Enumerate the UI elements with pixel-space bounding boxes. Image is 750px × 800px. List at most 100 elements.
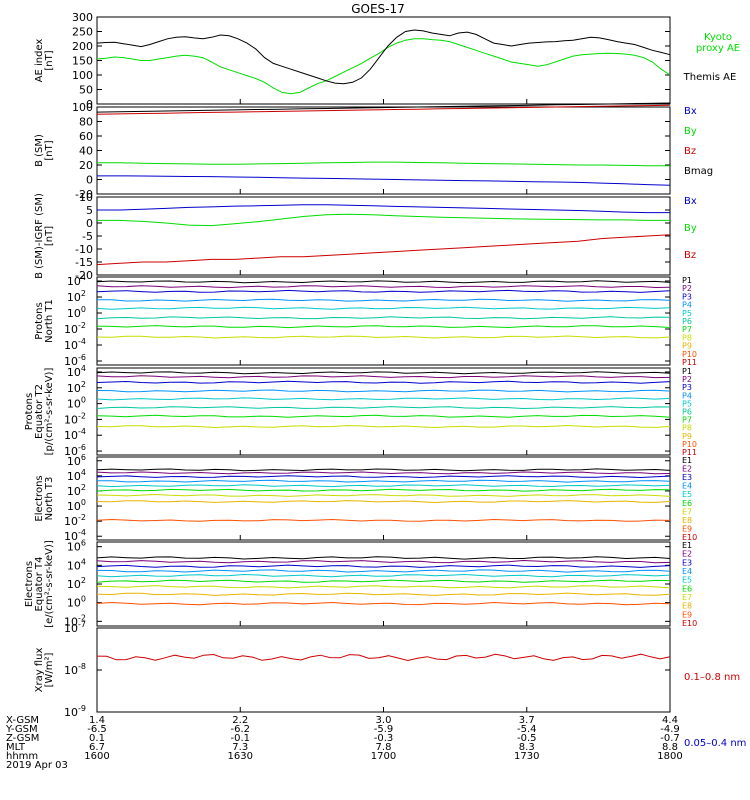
channel-line-e1 <box>96 556 671 560</box>
y-axis-label-line: B (SM)-IGRF (SM) <box>34 193 45 279</box>
x-axis-table: X-GSM 1.4 2.2 3.0 3.7 4.4 Y-GSM -6.5 -6.2 -5.9 -5.… <box>5 715 683 771</box>
channel-line-e6 <box>96 488 671 492</box>
x-axis-row-value: 1600 <box>84 751 109 762</box>
channel-line-e7 <box>96 585 671 589</box>
channel-line-p4 <box>97 298 671 302</box>
y-axis-label-line: B (SM) <box>34 134 45 167</box>
y-axis-label-line: Xray flux <box>34 648 45 693</box>
y-tick-label: 104 <box>67 273 86 288</box>
y-axis-label: Protons North T1 <box>34 299 55 343</box>
channel-label-e9: E9 <box>682 524 692 533</box>
y-axis-label-line: [e/(cm²-s-sr-keV)] <box>44 540 55 628</box>
y-tick-label: 60 <box>79 130 93 143</box>
series-line-bz <box>96 104 671 115</box>
panel-frame <box>96 627 671 713</box>
y-tick-label: 106 <box>67 453 86 468</box>
y-axis-label-line: Equator T4 <box>34 557 45 612</box>
y-tick-label: -5 <box>82 230 93 243</box>
y-tick-label: 10-9 <box>64 704 86 719</box>
y-tick-label: 100 <box>67 498 86 513</box>
x-axis-row-value: -0.7 <box>660 733 680 744</box>
channel-line-p8 <box>96 424 671 429</box>
channel-label-p3: P3 <box>682 383 692 392</box>
y-tick-label: 300 <box>72 11 93 24</box>
channel-label-e10: E10 <box>682 619 697 628</box>
channel-line-p4 <box>96 389 671 393</box>
y-tick-label: 10-2 <box>64 613 86 628</box>
panel-frame <box>96 276 671 366</box>
channel-line-e4 <box>96 569 671 573</box>
legend-bmag: Bmag <box>684 166 713 177</box>
legend-xray-long: 0.1–0.8 nm <box>684 672 740 683</box>
y-tick-label: -20 <box>75 188 93 201</box>
y-axis-label-line: [W/m²] <box>44 652 55 687</box>
y-tick-label: 5 <box>86 204 93 217</box>
channel-line-p8 <box>96 335 671 339</box>
series-line-themis-ae <box>96 29 671 85</box>
channel-line-e2 <box>96 559 671 564</box>
y-tick-label: 10-4 <box>64 337 86 352</box>
x-axis-row-label: hhmm <box>6 751 38 762</box>
y-axis-label-line: Electrons <box>24 561 35 607</box>
channel-line-e3 <box>96 564 671 568</box>
channel-label-p9: P9 <box>682 432 692 441</box>
y-tick-label: 200 <box>72 40 93 53</box>
y-tick-label: 100 <box>67 595 86 610</box>
y-tick-label: 10-6 <box>64 353 86 368</box>
x-axis-row-label: X-GSM <box>6 715 39 726</box>
y-axis-label-line: [nT] <box>44 226 55 246</box>
channel-label-p2: P2 <box>682 375 692 384</box>
channel-label-p6: P6 <box>682 408 692 417</box>
y-tick-label: -15 <box>75 256 93 269</box>
y-axis-label-line: [p/(cm²-s-sr-keV)] <box>44 368 55 456</box>
channel-label-e6: E6 <box>682 584 692 593</box>
channel-label-e10: E10 <box>682 533 697 542</box>
y-tick-label: 106 <box>67 539 86 554</box>
legend-by: By <box>684 126 697 137</box>
y-tick-label: -20 <box>75 269 93 282</box>
channel-label-e1: E1 <box>682 541 692 550</box>
y-tick-label: 100 <box>67 305 86 320</box>
channel-label-e8: E8 <box>682 516 692 525</box>
x-axis-row-value: -5.9 <box>374 724 394 735</box>
channel-label-e2: E2 <box>682 465 692 474</box>
x-axis-row-value: 7.3 <box>232 742 248 753</box>
y-tick-label: 10-8 <box>64 662 86 677</box>
channel-line-e7 <box>96 493 671 497</box>
panel-frame <box>96 541 671 627</box>
channel-line-e9 <box>96 518 671 522</box>
legend-bx: Bx <box>684 106 697 117</box>
channel-label-p2: P2 <box>682 284 692 293</box>
x-axis-row-value: 3.7 <box>519 715 535 726</box>
legend-themis: Themis AE <box>683 72 737 83</box>
y-tick-label: 102 <box>67 483 86 498</box>
x-axis-row-label: Z-GSM <box>6 733 39 744</box>
channel-label-p8: P8 <box>682 333 692 342</box>
x-axis-row-value: -6.5 <box>87 724 107 735</box>
channel-label-p4: P4 <box>682 301 692 310</box>
y-axis-label: Xray flux [W/m²] <box>34 648 55 693</box>
channel-label-e3: E3 <box>682 558 692 567</box>
channel-line-e2 <box>96 471 671 475</box>
channel-line-p7 <box>96 414 671 418</box>
channel-label-p4: P4 <box>682 391 692 400</box>
channel-line-e5 <box>96 573 671 578</box>
y-tick-label: 0 <box>86 98 93 111</box>
panel-frame <box>96 367 671 456</box>
y-tick-label: 104 <box>67 557 86 572</box>
x-axis-row-label: MLT <box>6 742 26 753</box>
channel-line-e8 <box>96 500 671 504</box>
x-axis-row-label: Y-GSM <box>5 724 38 735</box>
channel-label-p1: P1 <box>682 276 692 285</box>
y-tick-label: 10-4 <box>64 528 86 543</box>
figure-title: GOES-17 <box>351 2 405 16</box>
channel-line-e3 <box>96 475 671 479</box>
panel-electrons_t4: 10-2 100 102 104 106 Electrons Equator T4 [e/(c… <box>24 539 697 629</box>
channel-line-p6 <box>96 316 671 320</box>
channel-line-e9 <box>96 601 671 606</box>
channel-label-p11: P11 <box>682 358 697 367</box>
